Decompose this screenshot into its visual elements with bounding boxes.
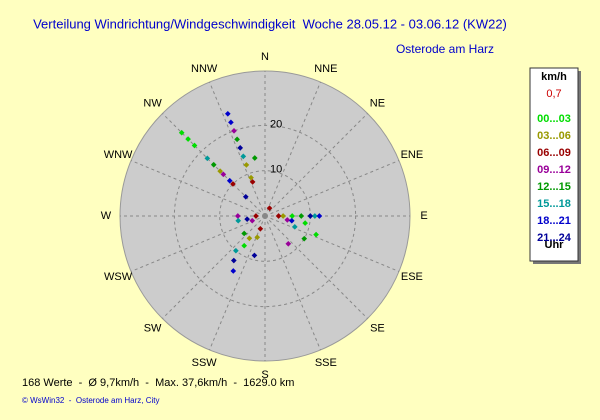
legend-entry: 03...06 — [537, 130, 571, 142]
data-point — [241, 242, 248, 249]
data-point — [210, 161, 217, 168]
data-point — [280, 213, 286, 219]
data-point — [312, 213, 318, 219]
direction-label: NNW — [191, 63, 218, 75]
footer-stats: 168 Werte - Ø 9,7km/h - Max. 37,6km/h - … — [22, 377, 294, 389]
direction-label: S — [261, 369, 268, 381]
legend-entry: 15...18 — [537, 198, 571, 210]
data-point — [289, 213, 296, 219]
data-point — [313, 231, 319, 238]
data-point — [316, 213, 323, 219]
spoke — [264, 215, 368, 319]
data-point — [231, 128, 237, 134]
data-point — [298, 213, 305, 219]
legend-title: km/h — [541, 71, 567, 83]
legend-entry: 06...09 — [537, 147, 571, 159]
data-point — [228, 119, 234, 126]
direction-label: N — [261, 51, 269, 63]
direction-label: SW — [144, 322, 162, 334]
data-point — [224, 110, 231, 117]
data-point — [233, 247, 239, 254]
data-point — [291, 224, 298, 230]
legend-box — [529, 67, 579, 262]
direction-label: W — [101, 210, 112, 222]
spoke — [130, 160, 266, 217]
data-point — [242, 193, 249, 200]
direction-label: SSE — [315, 357, 337, 369]
data-point — [257, 225, 264, 232]
chart-subtitle: Osterode am Harz — [396, 42, 494, 56]
chart-title: Verteilung Windrichtung/Windgeschwindigk… — [33, 16, 507, 31]
data-point — [284, 217, 291, 223]
data-point — [234, 136, 240, 143]
data-point — [248, 174, 254, 181]
data-point — [230, 181, 236, 187]
data-point — [246, 235, 253, 242]
data-point — [251, 155, 258, 161]
data-point — [302, 220, 308, 226]
data-point — [251, 252, 258, 259]
legend-entry: 00...03 — [537, 113, 571, 125]
direction-label: E — [420, 210, 427, 222]
direction-label: NW — [143, 97, 162, 109]
data-point — [191, 142, 198, 149]
spoke — [264, 215, 321, 351]
data-point — [275, 213, 282, 219]
legend-footer: Uhr — [545, 239, 565, 251]
direction-label: WNW — [104, 149, 133, 161]
credit: © WsWin32 - Osterode am Harz, City — [22, 396, 159, 405]
r-tick-label: 10 — [270, 164, 282, 176]
data-point — [230, 268, 237, 274]
direction-label: NNE — [314, 63, 337, 75]
spoke — [209, 81, 266, 217]
data-point — [266, 205, 273, 211]
data-point — [240, 153, 247, 160]
data-point — [237, 145, 244, 151]
direction-label: SE — [370, 322, 385, 334]
data-point — [249, 179, 256, 185]
calm-label: 0,7 — [546, 88, 561, 100]
data-point — [301, 235, 308, 242]
data-point — [235, 217, 242, 224]
spoke — [162, 215, 266, 319]
spoke — [130, 215, 266, 272]
data-point — [307, 213, 314, 219]
data-point — [288, 217, 295, 224]
data-point — [178, 129, 185, 136]
direction-label: ENE — [401, 149, 424, 161]
direction-label: NE — [370, 97, 385, 109]
spoke — [264, 81, 321, 217]
direction-label: ESE — [401, 271, 423, 283]
legend-entry: 09...12 — [537, 164, 571, 176]
direction-label: SSW — [192, 357, 218, 369]
data-point — [254, 234, 261, 241]
r-tick-label: 20 — [270, 118, 282, 130]
spoke — [264, 160, 400, 217]
data-point — [204, 155, 211, 162]
data-point — [185, 136, 191, 142]
direction-label: WSW — [104, 271, 133, 283]
data-point — [234, 213, 241, 219]
data-point — [253, 213, 259, 219]
data-point — [241, 230, 248, 237]
data-point — [217, 168, 223, 174]
data-point — [220, 171, 227, 178]
data-point — [249, 217, 256, 224]
spoke — [264, 215, 400, 272]
grid-ring — [173, 124, 357, 308]
data-point — [226, 177, 233, 184]
data-point — [285, 240, 292, 247]
data-point — [244, 216, 250, 222]
data-point — [243, 162, 250, 168]
legend-entry: 21...24 — [537, 232, 572, 244]
spoke — [264, 113, 368, 217]
legend-entry: 18...21 — [537, 215, 571, 227]
legend-entry: 12...15 — [537, 181, 571, 193]
data-point — [230, 257, 237, 264]
